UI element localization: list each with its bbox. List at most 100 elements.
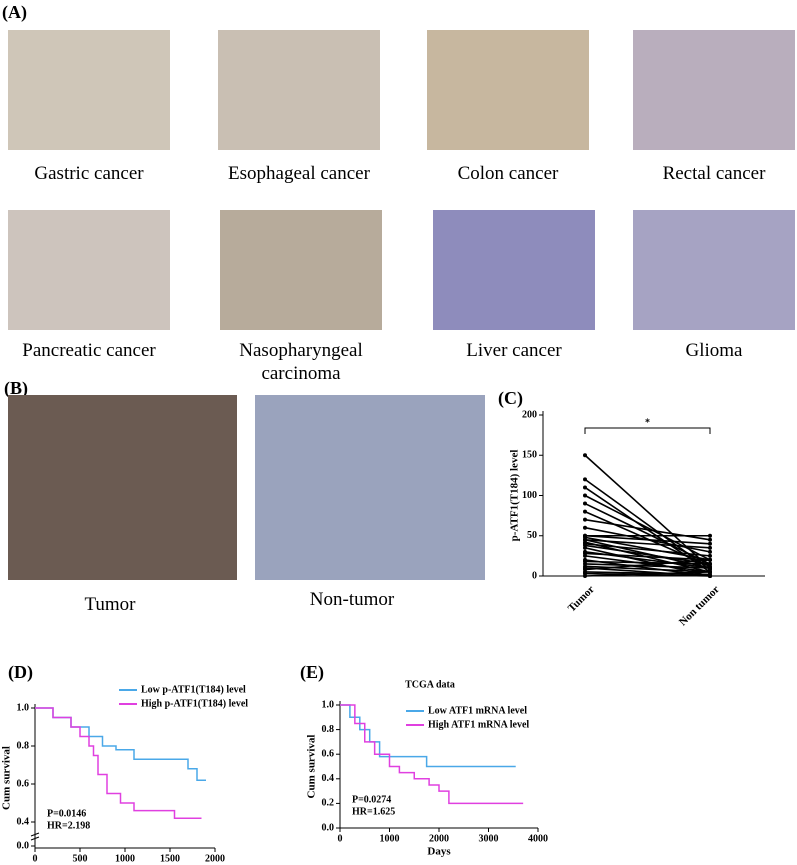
x-tick-label: Non tumor xyxy=(677,583,722,628)
micrograph xyxy=(433,210,595,330)
y-tick-label: 0.2 xyxy=(322,798,335,809)
point xyxy=(708,545,712,550)
point xyxy=(583,453,587,458)
survival-curve xyxy=(35,707,202,819)
pair-line xyxy=(584,572,711,577)
x-tick-label: 3000 xyxy=(479,833,499,844)
y-tick-label: 150 xyxy=(522,450,537,461)
panel-label: (E) xyxy=(300,662,324,682)
y-tick-label: 1.0 xyxy=(322,699,335,710)
x-tick-label: 4000 xyxy=(528,833,548,844)
micrograph xyxy=(8,210,170,330)
pair-line xyxy=(584,534,711,545)
y-tick-label: 0.0 xyxy=(17,840,30,851)
pair-line xyxy=(584,538,711,549)
point xyxy=(583,553,587,558)
annotation: HR=1.625 xyxy=(352,806,395,817)
micrograph xyxy=(255,395,485,580)
caption: Rectal cancer xyxy=(662,163,766,184)
point xyxy=(708,565,712,570)
caption: Non-tumor xyxy=(309,589,395,610)
micrograph xyxy=(633,210,795,330)
legend-label: High ATF1 mRNA level xyxy=(428,719,529,730)
y-tick-label: 100 xyxy=(522,490,537,501)
point xyxy=(583,574,587,578)
point xyxy=(583,517,587,522)
pair-line xyxy=(584,543,711,557)
survival-curve xyxy=(340,704,516,768)
point xyxy=(708,549,712,554)
point xyxy=(583,493,587,498)
point xyxy=(708,561,712,566)
panel-label: (A) xyxy=(2,2,27,22)
pair-line xyxy=(584,571,711,576)
caption: Nasopharyngeal carcinoma xyxy=(239,340,363,384)
caption: Pancreatic cancer xyxy=(22,340,156,361)
pair-line xyxy=(584,559,711,571)
y-tick-label: 0.6 xyxy=(322,748,335,759)
micrograph xyxy=(220,210,382,330)
y-axis-label: p-ATF1(T184) level xyxy=(509,450,521,542)
caption: Liver cancer xyxy=(466,340,562,361)
significance-bracket xyxy=(584,427,711,434)
pair-line xyxy=(584,560,711,565)
y-tick-label: 1.0 xyxy=(17,702,30,713)
x-tick-label: 1000 xyxy=(115,853,135,864)
point xyxy=(583,525,587,530)
y-tick-label: 200 xyxy=(522,409,537,420)
annotation: HR=2.198 xyxy=(47,820,90,831)
y-tick-label: 0 xyxy=(532,570,537,581)
micrograph xyxy=(8,30,170,150)
annotation: P=0.0274 xyxy=(352,794,391,805)
caption: Colon cancer xyxy=(457,163,559,184)
x-tick-label: 2000 xyxy=(205,853,225,864)
pair-line xyxy=(584,552,711,561)
x-tick-label: 0 xyxy=(338,833,343,844)
point xyxy=(583,509,587,514)
panel-label: (B) xyxy=(4,378,28,398)
caption: Gastric cancer xyxy=(34,163,144,184)
x-tick-label: 0 xyxy=(33,853,38,864)
point xyxy=(583,477,587,482)
annotation: P=0.0146 xyxy=(47,808,86,819)
point xyxy=(708,537,712,542)
y-tick-label: 0.8 xyxy=(17,740,30,751)
point xyxy=(583,485,587,490)
x-tick-label: 1000 xyxy=(380,833,400,844)
y-tick-label: 0.4 xyxy=(322,773,335,784)
y-tick-label: 0.0 xyxy=(322,822,335,833)
y-tick-label: 50 xyxy=(527,530,537,541)
micrograph xyxy=(427,30,589,150)
pair-line xyxy=(584,494,711,561)
point xyxy=(708,553,712,558)
y-tick-label: 0.4 xyxy=(17,816,30,827)
pair-line xyxy=(584,571,711,577)
panel-label: (C) xyxy=(498,388,523,408)
legend-label: Low p-ATF1(T184) level xyxy=(141,684,246,695)
legend-label: High p-ATF1(T184) level xyxy=(141,698,248,709)
axis-break xyxy=(30,832,40,841)
point xyxy=(583,501,587,506)
significance: * xyxy=(645,417,650,428)
micrograph xyxy=(633,30,795,150)
point xyxy=(708,569,712,574)
pair-line xyxy=(584,555,711,573)
x-tick-label: Tumor xyxy=(566,583,597,614)
x-tick-label: 1500 xyxy=(160,853,180,864)
x-axis-label: Days xyxy=(427,846,451,858)
pair-line xyxy=(584,563,711,569)
chart-title: TCGA data xyxy=(405,679,455,690)
point xyxy=(708,533,712,538)
panel-label: (D) xyxy=(8,662,33,682)
y-axis-label: Cum survival xyxy=(306,735,318,799)
caption: Tumor xyxy=(84,594,136,615)
point xyxy=(708,574,712,578)
point xyxy=(708,541,712,546)
survival-curve xyxy=(340,704,524,805)
y-tick-label: 0.6 xyxy=(17,778,30,789)
y-tick-label: 0.8 xyxy=(322,724,335,735)
y-axis-label: Cum survival xyxy=(1,746,13,810)
x-tick-label: 2000 xyxy=(429,833,449,844)
